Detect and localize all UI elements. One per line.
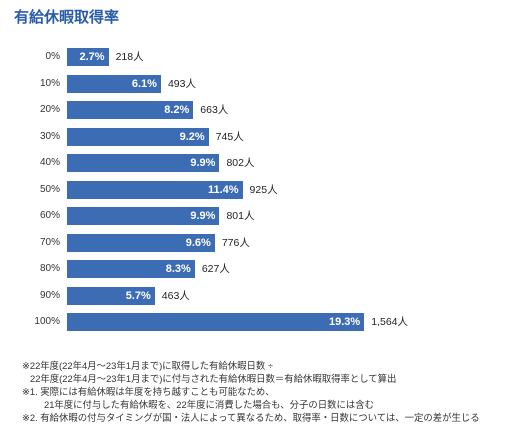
category-label: 50% (39, 183, 60, 195)
count-label: 663人 (200, 104, 229, 116)
count-label: 1,564人 (371, 316, 408, 328)
value-label: 9.2% (179, 130, 205, 143)
bar: 6.1% (67, 74, 161, 93)
value-label: 2.7% (79, 51, 105, 63)
count-label: 801人 (226, 210, 255, 222)
bar: 11.4% (67, 180, 243, 199)
value-label: 8.2% (164, 104, 190, 116)
category-label: 30% (39, 130, 60, 142)
category-label: 90% (39, 289, 60, 301)
bar: 9.9% (67, 207, 220, 225)
category-label: 10% (39, 77, 60, 89)
footnote: ※1. 実際には有給休暇は年度を持ち越すことも可能なため、 (22, 386, 275, 397)
chart-title: 有給休暇取得率 (14, 9, 120, 26)
category-label: 70% (39, 236, 60, 248)
bar: 8.2% (67, 101, 194, 119)
category-label: 80% (39, 263, 60, 274)
count-label: 776人 (221, 236, 250, 249)
count-label: 493人 (167, 77, 196, 90)
category-label: 20% (39, 104, 60, 115)
count-label: 463人 (161, 289, 190, 302)
footnote: ※22年度(22年4月～23年1月まで)に取得した有給休暇日数 ÷ (22, 360, 274, 371)
footnotes: ※22年度(22年4月～23年1月まで)に取得した有給休暇日数 ÷ 22年度(2… (0, 359, 512, 429)
bar: 9.2% (67, 127, 209, 146)
value-label: 9.6% (185, 236, 211, 249)
footnote: 22年度(22年4月～23年1月まで)に付与された有給休暇日数＝有給休暇取得率と… (30, 373, 397, 384)
count-label: 925人 (249, 183, 278, 196)
bar: 9.6% (67, 233, 215, 252)
count-label: 802人 (226, 157, 255, 169)
count-label: 218人 (115, 51, 144, 63)
value-label: 11.4% (207, 183, 239, 196)
bar: 8.3% (67, 260, 195, 278)
category-label: 100% (34, 316, 60, 327)
value-label: 5.7% (125, 289, 151, 302)
value-label: 9.9% (190, 157, 216, 169)
value-label: 19.3% (329, 316, 361, 328)
count-label: 745人 (215, 130, 244, 143)
category-label: 60% (39, 210, 60, 221)
bar: 19.3% (67, 313, 365, 331)
bar-chart: 0% 2.7% 218人 10% 6.1% 493人 20% 8.2% 663人 30% 9.2% 7… (34, 48, 408, 331)
value-label: 6.1% (131, 77, 157, 90)
bar: 2.7% (67, 48, 109, 66)
footnote: ※2. 有給休暇の付与タイミングが国・法人によって異なるため、取得率・日数につい… (22, 412, 480, 423)
category-label: 40% (39, 157, 60, 168)
value-label: 9.9% (190, 210, 216, 222)
value-label: 8.3% (165, 263, 191, 275)
category-label: 0% (45, 51, 60, 62)
bar: 9.9% (67, 154, 220, 172)
bar: 5.7% (67, 286, 155, 305)
footnote: 21年度に付与した有給休暇を、22年度に消費した場合も、分子の日数には含む (44, 399, 374, 410)
count-label: 627人 (201, 263, 230, 275)
